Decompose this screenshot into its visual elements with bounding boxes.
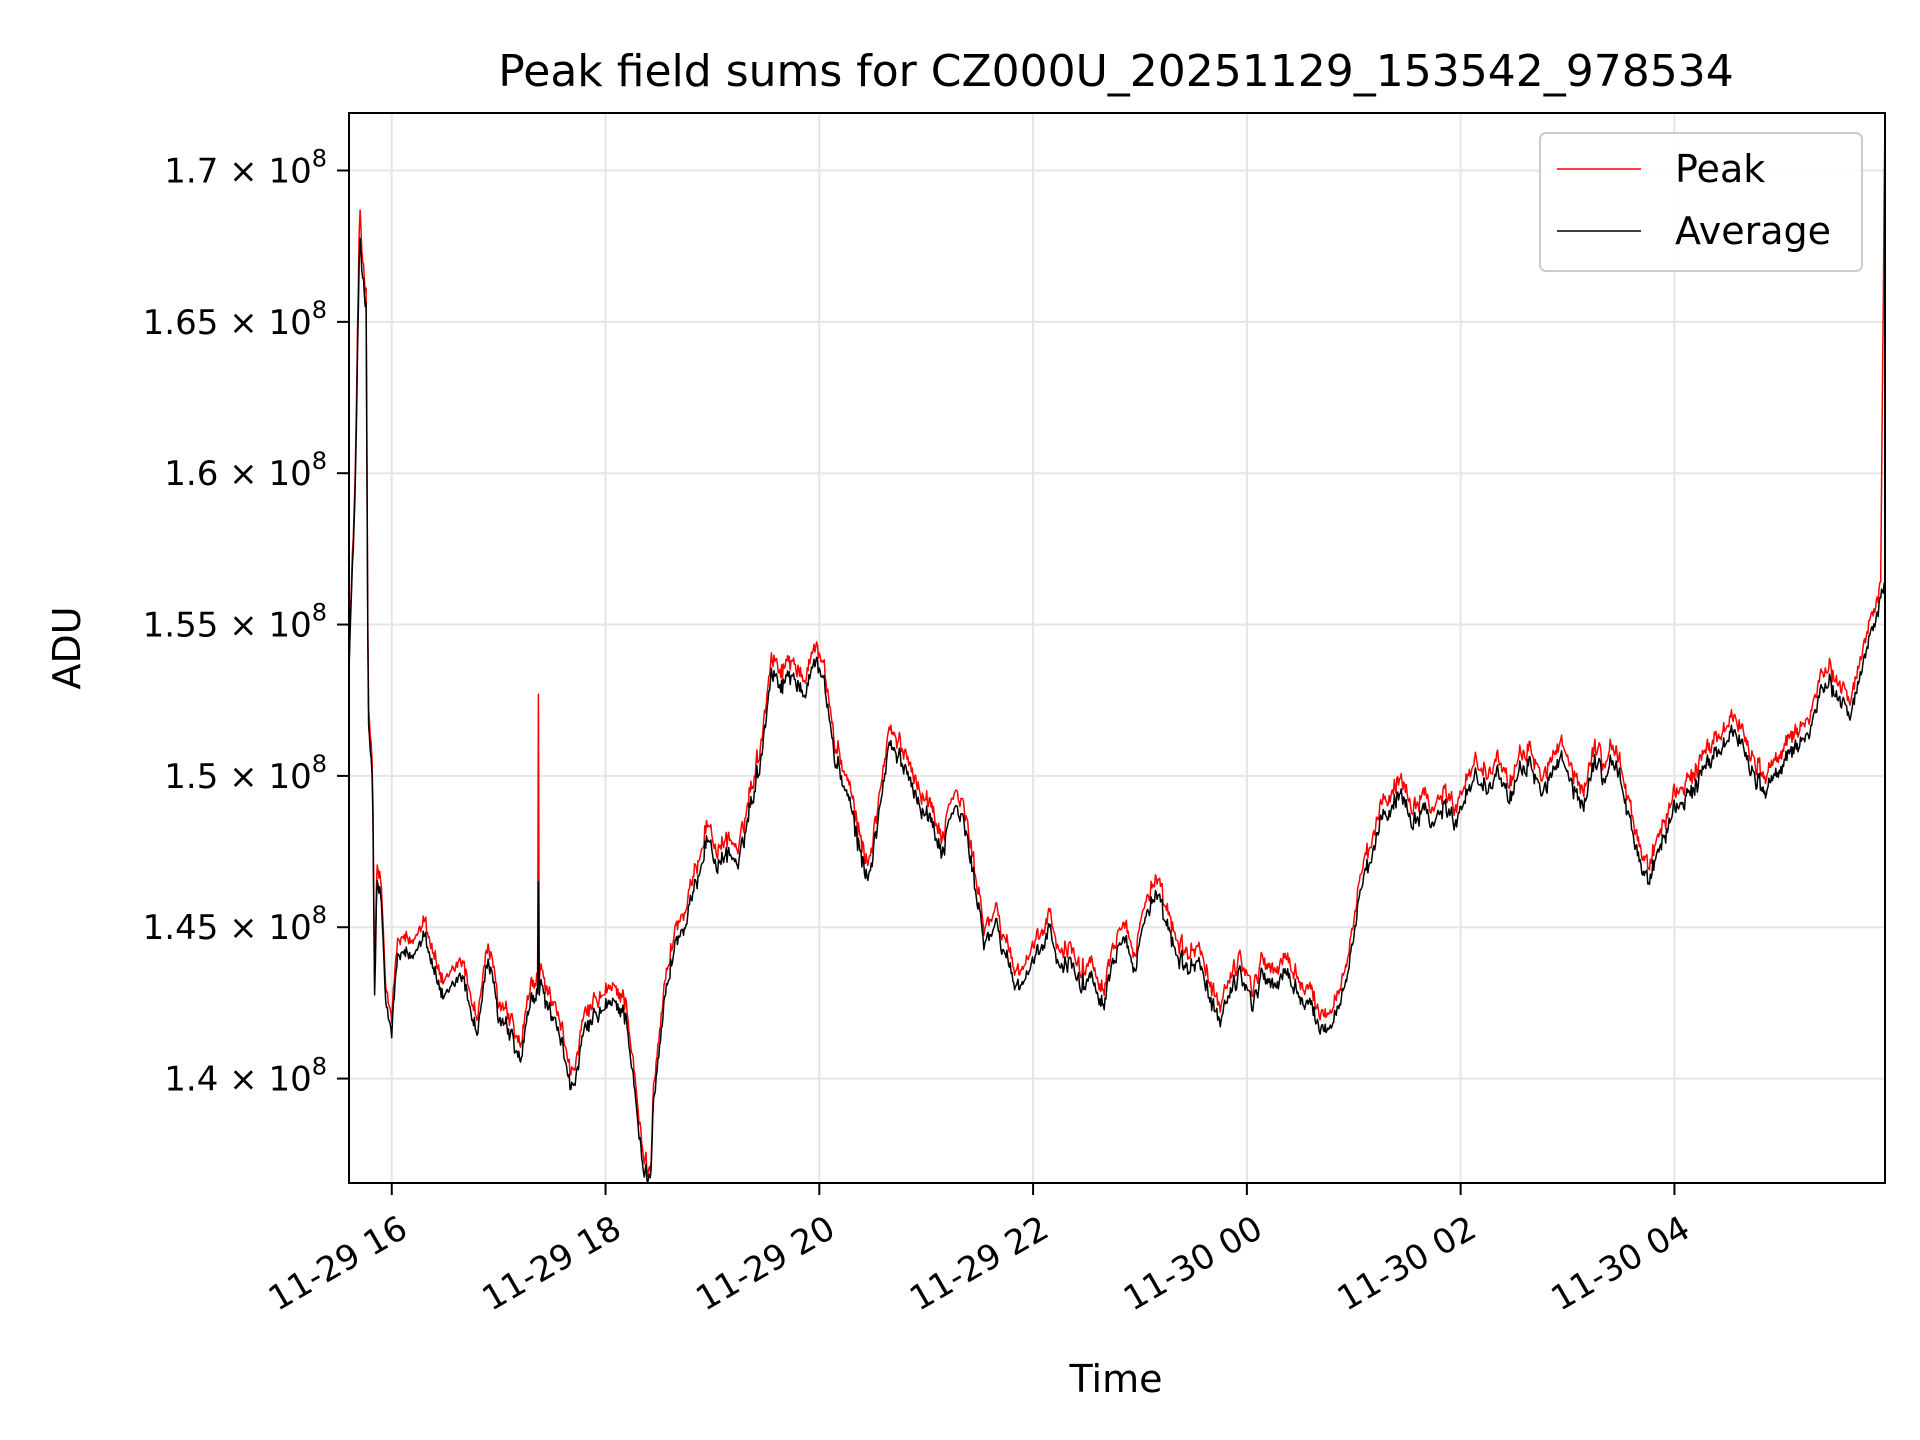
- y-tick-label-0: 1.4 × 108: [164, 1053, 327, 1100]
- series-line-peak: [348, 120, 1886, 1178]
- legend-box: [1539, 132, 1863, 272]
- plot-frame: [348, 112, 1886, 1184]
- y-tick-label-5: 1.65 × 108: [143, 296, 327, 343]
- x-axis-label: Time: [1069, 1357, 1163, 1401]
- legend-label-average: Average: [1675, 209, 1831, 253]
- y-tick-label-2: 1.5 × 108: [164, 750, 327, 797]
- plot-series: [348, 120, 1886, 1184]
- y-axis: 1.4 × 108 1.45 × 108 1.5 × 108 1.55 × 108 1.…: [143, 145, 349, 1100]
- series-line-average: [348, 237, 1886, 1184]
- y-tick-label-4: 1.6 × 108: [164, 447, 327, 494]
- legend-label-peak: Peak: [1675, 147, 1765, 191]
- y-axis-label: ADU: [45, 606, 89, 689]
- y-tick-label-6: 1.7 × 108: [164, 145, 327, 192]
- grid-lines: [349, 113, 1885, 1183]
- chart-title: Peak field sums for CZ000U_20251129_1535…: [498, 46, 1733, 97]
- y-tick-label-1: 1.45 × 108: [143, 901, 327, 948]
- legend: Peak Average: [1539, 132, 1863, 272]
- y-tick-label-3: 1.55 × 108: [143, 599, 327, 646]
